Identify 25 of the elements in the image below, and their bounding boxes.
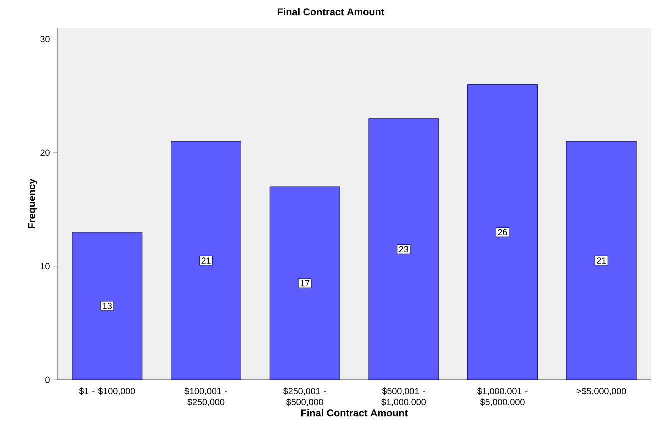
x-tick-label: $500,001 - $1,000,000 <box>382 388 426 407</box>
x-tick-label: $1 - $100,000 <box>79 388 136 396</box>
data-label: 23 <box>399 246 409 253</box>
bar <box>72 232 142 380</box>
y-axis-title: Frequency <box>28 178 38 229</box>
bar <box>468 84 538 380</box>
bar <box>171 142 242 380</box>
x-tick-label: $1,000,001 - $5,000,000 <box>477 388 528 407</box>
y-tick-label: 20 <box>40 150 50 156</box>
y-tick-label: 10 <box>40 263 50 270</box>
chart-title: Final Contract Amount <box>278 8 385 16</box>
data-label: 21 <box>597 258 606 264</box>
x-tick-label: $100,001 - $250,000 <box>184 388 228 407</box>
y-tick-label: 30 <box>40 36 50 43</box>
data-label: 26 <box>498 229 508 236</box>
x-axis-title: Final Contract Amount <box>301 409 408 417</box>
bar <box>270 186 340 380</box>
data-label: 21 <box>202 258 211 264</box>
x-tick-label: $250,001 - $500,000 <box>284 388 326 407</box>
x-tick-label: >$5,000,000 <box>576 388 626 396</box>
data-label: 13 <box>103 303 112 310</box>
bar <box>566 141 637 380</box>
bar <box>368 118 439 380</box>
y-tick-label: 0 <box>46 376 50 384</box>
data-label: 17 <box>300 280 310 287</box>
